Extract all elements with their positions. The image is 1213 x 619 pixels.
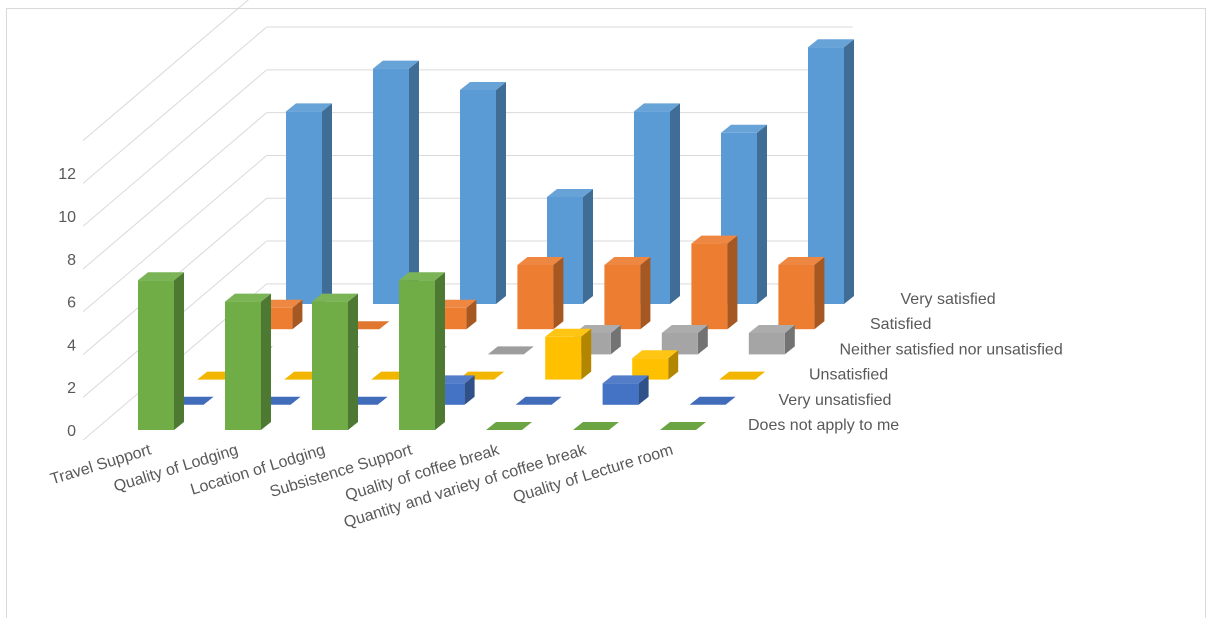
- bar: [138, 272, 184, 430]
- bar: [808, 39, 854, 304]
- bar: [634, 103, 680, 305]
- bar: [515, 396, 562, 405]
- y-axis-ticks: 0 2 4 6 8 10 12: [58, 166, 76, 440]
- y-tick-label: 2: [67, 380, 76, 397]
- bar: [545, 328, 592, 380]
- bar: [547, 189, 593, 304]
- category-label: Quality of Lecture room: [511, 442, 675, 507]
- bar: [748, 325, 795, 355]
- bars: [138, 39, 854, 430]
- series-label: Satisfied: [870, 316, 931, 333]
- y-tick-label: 0: [67, 423, 76, 440]
- category-label: Subsistence Support: [268, 441, 415, 501]
- bar: [286, 103, 332, 305]
- bar: [602, 375, 649, 405]
- series-label: Does not apply to me: [748, 417, 899, 434]
- bar: [399, 272, 445, 430]
- series-label: Neither satisfied nor unsatisfied: [840, 341, 1063, 358]
- bar: [573, 422, 619, 430]
- series-label: Unsatisfied: [809, 367, 888, 384]
- bar: [225, 293, 271, 430]
- bar: [460, 82, 506, 304]
- y-tick-label: 6: [67, 295, 76, 312]
- series-labels: Does not apply to me Very unsatisfied Unsa…: [748, 291, 1063, 434]
- bar: [691, 235, 738, 330]
- bar: [632, 350, 679, 380]
- bar: [604, 257, 651, 330]
- y-tick-label: 12: [58, 166, 76, 183]
- bar: [689, 396, 736, 405]
- bar: [661, 325, 708, 355]
- bar: [486, 422, 532, 430]
- bar: [660, 422, 706, 430]
- series-label: Very unsatisfied: [779, 392, 892, 409]
- series-label: Very satisfied: [901, 291, 996, 308]
- y-tick-label: 8: [67, 252, 76, 269]
- bar: [778, 257, 825, 330]
- chart-frame: [6, 8, 1206, 618]
- bar: [312, 293, 358, 430]
- bar: [719, 371, 766, 380]
- y-tick-label: 4: [67, 337, 76, 354]
- y-tick-label: 10: [58, 209, 76, 226]
- bar: [373, 60, 419, 304]
- bar: [487, 346, 534, 355]
- bar: [517, 257, 564, 330]
